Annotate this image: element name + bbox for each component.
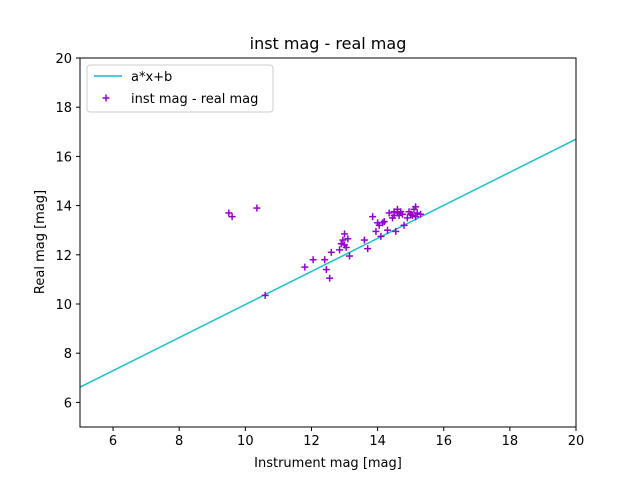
y-tick-label: 20 [55,52,72,67]
data-point [372,227,380,235]
y-tick-label: 18 [55,101,72,116]
legend-box [86,64,274,113]
data-point [336,246,344,254]
legend: a*x+b inst mag - real mag [86,64,274,113]
y-tick-label: 16 [55,150,72,165]
data-point [380,218,388,226]
data-point [412,213,420,221]
data-point [339,236,347,244]
legend-label-scatter: inst mag - real mag [131,92,258,107]
data-point [341,230,349,238]
data-point [326,274,334,282]
plot-area [80,138,576,388]
data-point [327,248,335,256]
x-tick-label: 16 [435,434,452,449]
data-point [322,266,330,274]
y-axis: 6 8 10 12 14 16 18 20 [55,52,80,411]
data-point [301,263,309,271]
legend-marker-sample [102,94,110,102]
data-point [364,245,372,253]
x-tick-label: 20 [568,434,585,449]
chart-title: inst mag - real mag [250,34,407,53]
x-tick-label: 8 [175,434,183,449]
fit-line [80,138,576,388]
x-tick-label: 14 [369,434,386,449]
data-point [417,210,425,218]
y-tick-label: 10 [55,298,72,313]
y-axis-title: Real mag [mag] [33,190,48,294]
legend-label-fit-line: a*x+b [131,70,172,85]
data-point [403,214,411,222]
data-point [342,243,350,251]
y-tick-label: 12 [55,249,72,264]
y-tick-label: 8 [64,347,72,362]
data-point [398,210,406,218]
data-point [337,240,345,248]
data-point [408,211,416,219]
data-point [385,209,393,217]
data-point [228,213,236,221]
data-point [321,256,329,264]
data-point [225,209,233,217]
x-axis: 6 8 10 12 14 16 18 20 [109,427,584,449]
data-point [395,211,403,219]
data-point [345,252,353,260]
y-tick-label: 14 [55,200,72,215]
data-point [309,256,317,264]
data-point [377,232,385,240]
data-point [360,236,368,244]
x-tick-label: 12 [303,434,320,449]
y-tick-label: 6 [64,396,72,411]
data-point [253,204,261,212]
x-tick-label: 18 [502,434,519,449]
data-point [412,203,420,211]
data-point [369,213,377,221]
data-point [413,209,421,217]
x-axis-title: Instrument mag [mag] [254,456,402,471]
x-tick-label: 10 [237,434,254,449]
data-point [344,235,352,243]
plot-frame [79,57,577,428]
data-point [392,227,400,235]
data-point [261,291,269,299]
x-tick-label: 6 [109,434,117,449]
data-point [400,221,408,229]
data-point [384,226,392,234]
